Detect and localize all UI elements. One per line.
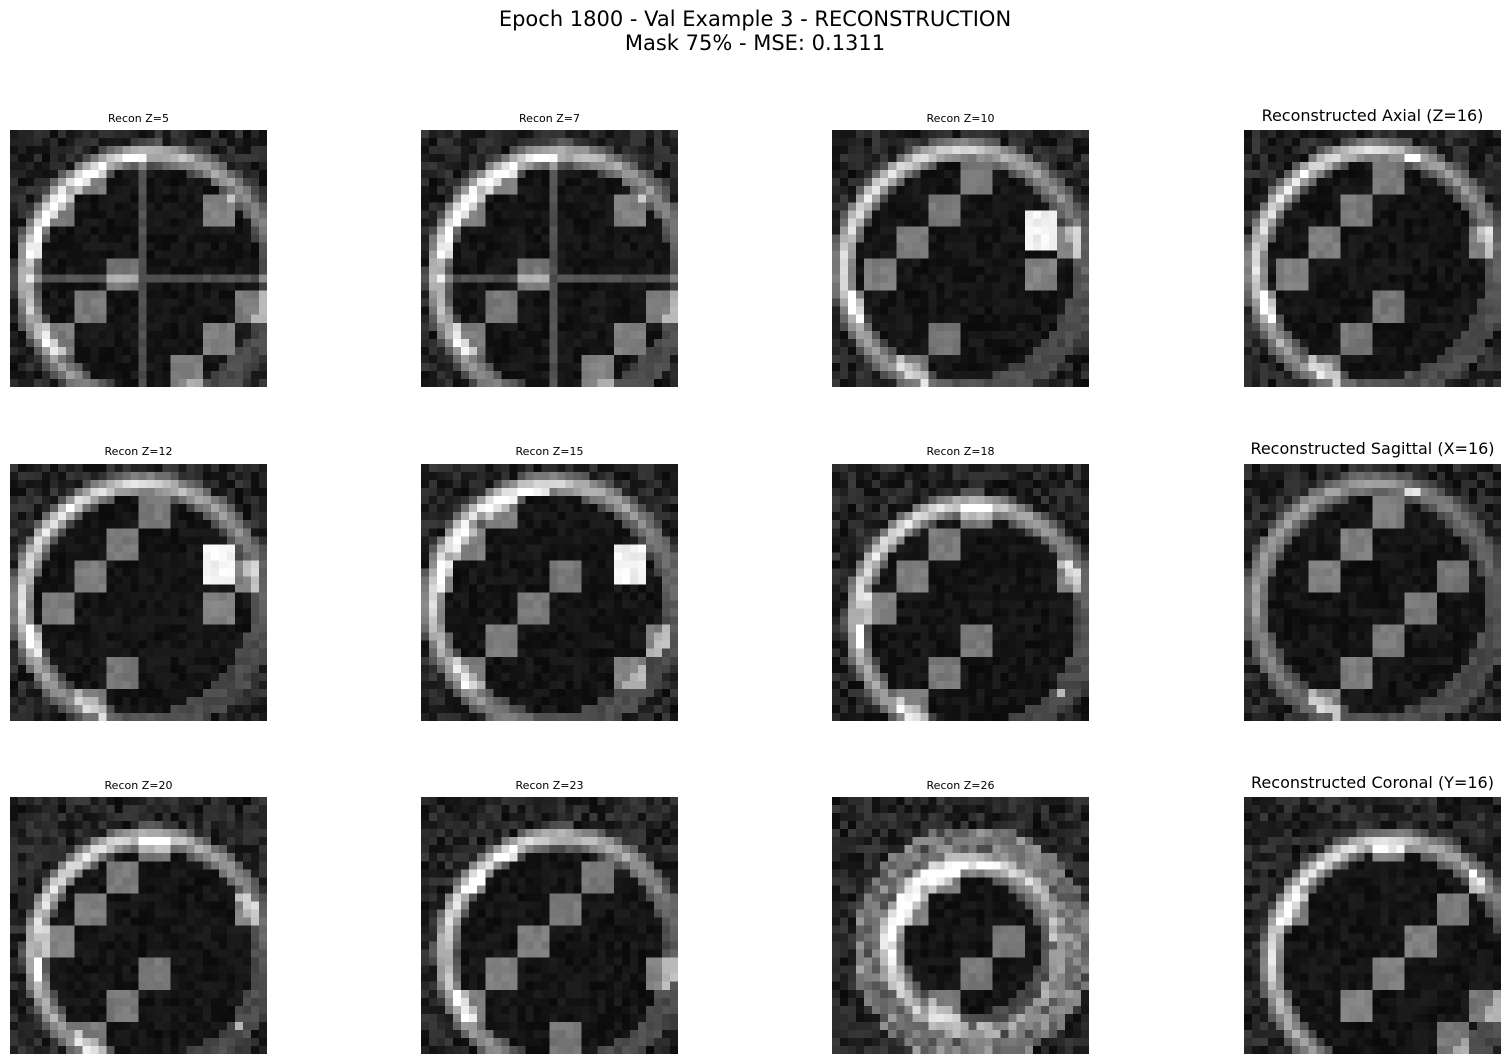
slice-image: [832, 130, 1089, 387]
slice-image: [832, 797, 1089, 1054]
slice-image: [1244, 797, 1501, 1054]
panel-title: Recon Z=20: [104, 779, 173, 792]
panel-title: Recon Z=12: [104, 445, 173, 458]
panel-title: Recon Z=23: [515, 779, 584, 792]
slice-image: [10, 797, 267, 1054]
slice-image: [10, 130, 267, 387]
slice-image: [421, 130, 678, 387]
slice-image: [421, 797, 678, 1054]
panel-title: Recon Z=5: [108, 112, 169, 125]
slice-image: [421, 464, 678, 721]
slice-image: [1244, 130, 1501, 387]
figure-subtitle: Mask 75% - MSE: 0.1311: [624, 31, 886, 55]
panel-title: Recon Z=10: [926, 112, 995, 125]
slice-image: [832, 464, 1089, 721]
figure-title: Epoch 1800 - Val Example 3 - RECONSTRUCT…: [498, 7, 1012, 31]
panel-title: Reconstructed Axial (Z=16): [1261, 106, 1484, 125]
panel-title: Recon Z=26: [926, 779, 995, 792]
panel-title: Recon Z=18: [926, 445, 995, 458]
slice-image: [10, 464, 267, 721]
panel-title: Reconstructed Coronal (Y=16): [1251, 773, 1494, 792]
panel-title: Recon Z=15: [515, 445, 584, 458]
panel-title: Recon Z=7: [519, 112, 580, 125]
panel-title: Reconstructed Sagittal (X=16): [1250, 439, 1495, 458]
slice-image: [1244, 464, 1501, 721]
